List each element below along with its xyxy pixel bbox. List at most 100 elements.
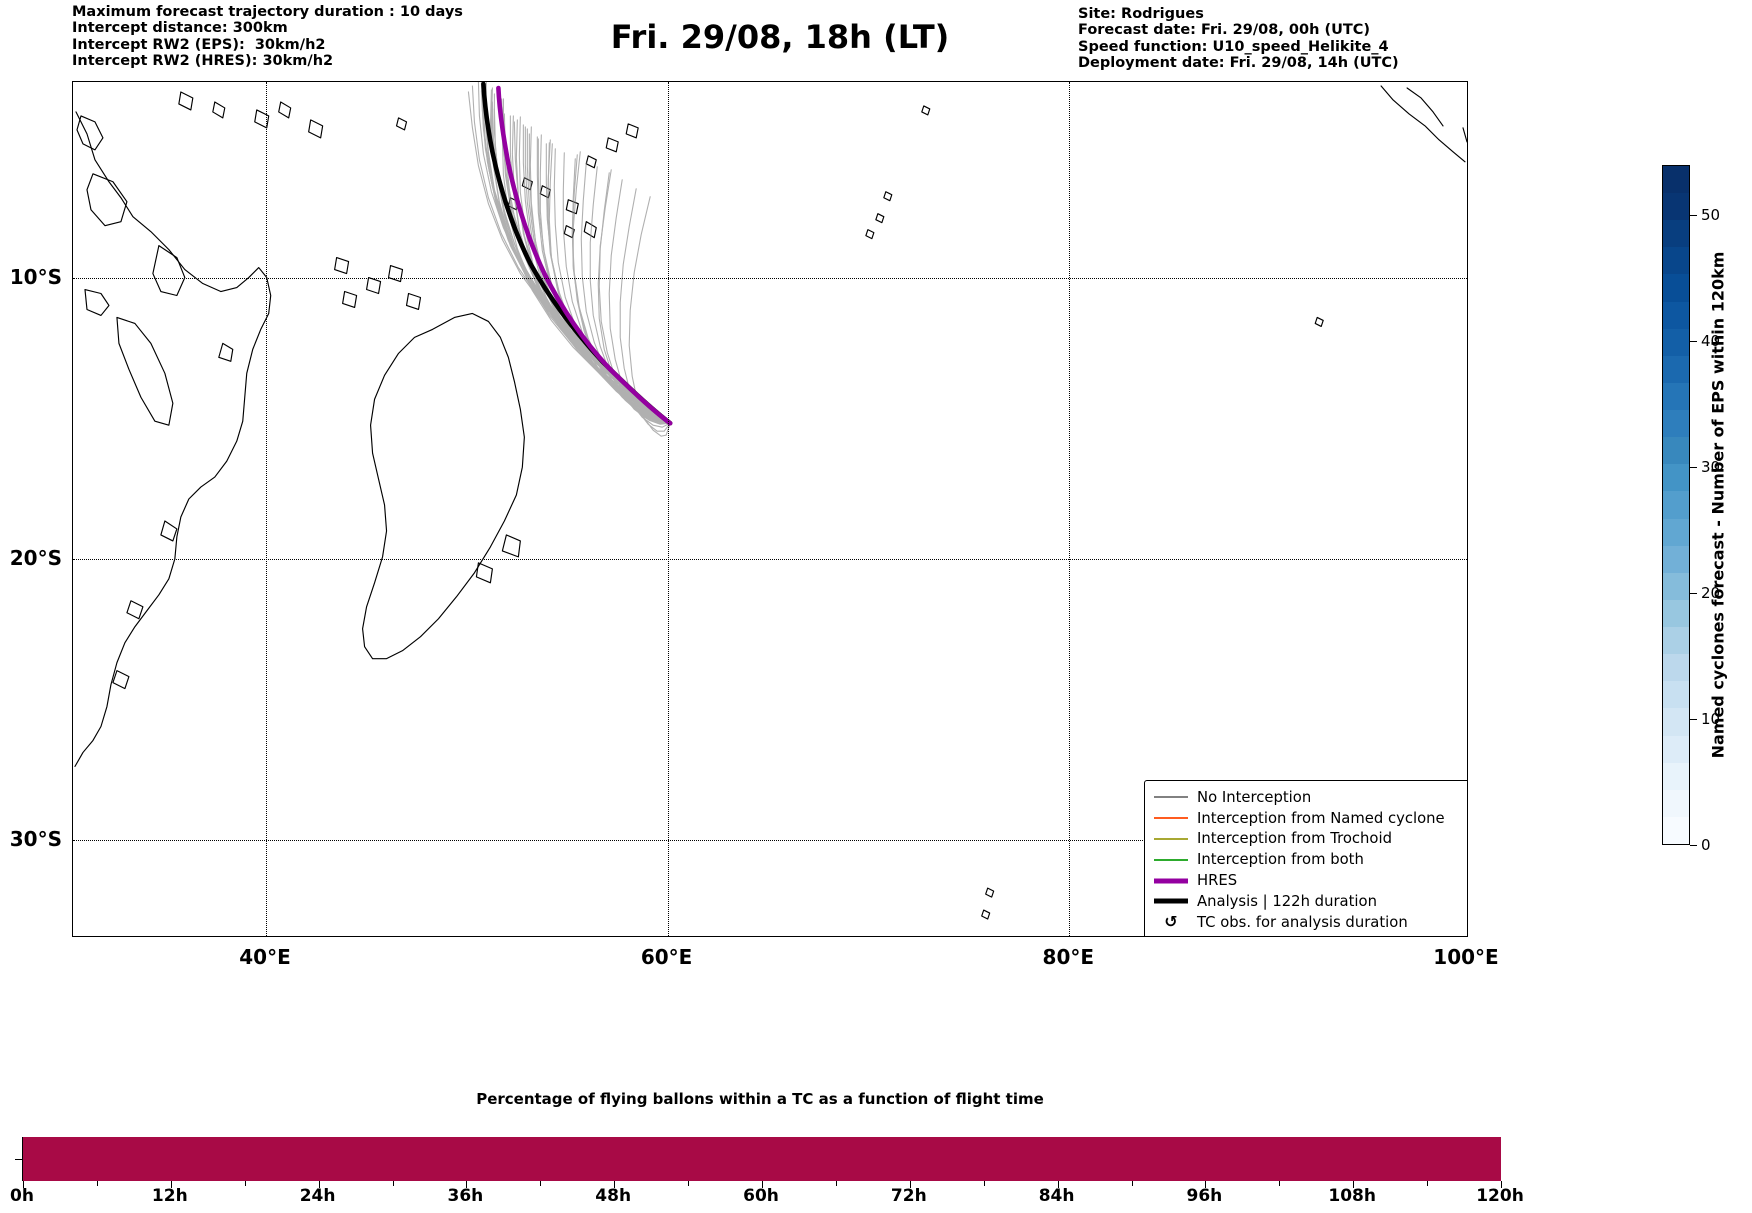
- map-plot-area: No Interception Interception from Named …: [72, 81, 1468, 937]
- colorbar-segment: [1663, 518, 1689, 546]
- colorbar-segment: [1663, 410, 1689, 438]
- colorbar-tick-label: 40: [1701, 332, 1721, 351]
- colorbar-segment: [1663, 654, 1689, 682]
- bottom-axis-tick-label: 60h: [743, 1186, 779, 1206]
- lon-tick-40E: 40°E: [239, 945, 291, 969]
- bottom-axis-tick-label: 0h: [10, 1186, 34, 1206]
- gridline-lon-40: [266, 82, 267, 936]
- cyclone-glyph: ↺: [1164, 912, 1178, 932]
- colorbar-segment: [1663, 165, 1689, 193]
- bottom-panel-axes: [22, 1137, 1502, 1188]
- legend-label: HRES: [1197, 872, 1238, 890]
- colorbar-title: Named cyclones forecast - Number of EPS …: [1708, 251, 1728, 759]
- bottom-axis-tick: [170, 1181, 172, 1188]
- bottom-axis-tick: [909, 1181, 911, 1188]
- legend-label: Interception from both: [1197, 851, 1364, 869]
- lon-tick-100E: 100°E: [1433, 945, 1499, 969]
- bottom-axis-minor-tick: [1131, 1181, 1133, 1186]
- lat-tick-20S: 20°S: [9, 546, 62, 571]
- colorbar-segment: [1663, 572, 1689, 600]
- colorbar: 0 10 20 30 40 50: [1662, 165, 1720, 854]
- legend-item-both: Interception from both: [1153, 849, 1465, 870]
- bottom-panel-title: Percentage of flying ballons within a TC…: [476, 1090, 1044, 1108]
- legend-label: Interception from Trochoid: [1197, 830, 1392, 848]
- bottom-axis-tick-label: 36h: [447, 1186, 484, 1206]
- bottom-axis-tick: [1501, 1181, 1502, 1188]
- legend-item-no-interception: No Interception: [1153, 787, 1465, 808]
- bottom-axis-tick-label: 108h: [1328, 1186, 1376, 1206]
- bottom-axis-minor-tick: [983, 1181, 985, 1186]
- legend-label: No Interception: [1197, 788, 1312, 806]
- colorbar-segment: [1663, 382, 1689, 410]
- legend-label: Interception from Named cyclone: [1197, 809, 1445, 827]
- cyclone-icon: ↺: [1153, 914, 1189, 930]
- bottom-axis-tick: [466, 1181, 468, 1188]
- bottom-axis-tick: [1353, 1181, 1355, 1188]
- colorbar-tick-label: 10: [1701, 710, 1721, 729]
- lon-tick-80E: 80°E: [1042, 945, 1095, 969]
- colorbar-segment: [1663, 599, 1689, 627]
- bottom-axis-tick-label: 12h: [151, 1186, 188, 1206]
- bottom-axis-tick: [1205, 1181, 1207, 1188]
- bottom-axis-tick: [318, 1181, 320, 1188]
- colorbar-segment: [1663, 735, 1689, 763]
- legend-item-tc-obs: ↺ TC obs. for analysis duration: [1153, 912, 1465, 933]
- colorbar-tick-label: 20: [1701, 584, 1721, 603]
- lat-tick-30S: 30°S: [9, 826, 62, 851]
- bottom-axis-tick: [23, 1181, 24, 1188]
- percentage-bar: [23, 1137, 1501, 1181]
- bottom-axis-tick-label: 96h: [1186, 1186, 1223, 1206]
- colorbar-segment: [1663, 789, 1689, 817]
- colorbar-segment: [1663, 816, 1689, 844]
- bottom-axis-tick-label: 48h: [595, 1186, 632, 1206]
- colorbar-segment: [1663, 274, 1689, 302]
- colorbar-tick-label: 50: [1701, 206, 1721, 225]
- legend-line-swatch: [1153, 856, 1189, 864]
- colorbar-tick: [1690, 845, 1697, 846]
- bottom-axis-minor-tick: [540, 1181, 542, 1186]
- header-left-info: Maximum forecast trajectory duration : 1…: [72, 4, 463, 70]
- colorbar-segment: [1663, 437, 1689, 465]
- colorbar-tick: [1690, 467, 1697, 469]
- lon-tick-60E: 60°E: [640, 945, 693, 969]
- colorbar-segment: [1663, 301, 1689, 329]
- legend-item-named-cyclone: Interception from Named cyclone: [1153, 808, 1465, 829]
- bottom-axis-minor-tick: [392, 1181, 394, 1186]
- bottom-axis-tick-label: 120h: [1476, 1186, 1524, 1206]
- bottom-axis-minor-tick: [835, 1181, 837, 1186]
- colorbar-tick: [1690, 719, 1697, 721]
- legend-item-hres: HRES: [1153, 870, 1465, 891]
- bottom-axis-tick-label: 84h: [1038, 1186, 1075, 1206]
- gridline-lon-60: [667, 82, 669, 936]
- trajectory-layer: [467, 82, 673, 437]
- gridline-lat-20S: [73, 559, 1467, 561]
- legend-line-swatch: [1153, 835, 1189, 843]
- bottom-axis-tick-label: 24h: [299, 1186, 336, 1206]
- legend-item-analysis: Analysis | 122h duration: [1153, 891, 1465, 912]
- gridline-lat-10S: [73, 278, 1467, 280]
- colorbar-segment: [1663, 627, 1689, 655]
- gridline-lon-80: [1069, 82, 1071, 936]
- legend-line-swatch: [1153, 793, 1189, 801]
- legend-line-swatch: [1153, 814, 1189, 822]
- legend-line-swatch: [1153, 877, 1189, 885]
- colorbar-segment: [1663, 464, 1689, 492]
- colorbar-segment: [1663, 247, 1689, 275]
- bottom-y-tick: [15, 1159, 22, 1160]
- legend-label: TC obs. for analysis duration: [1197, 913, 1408, 931]
- legend-line-swatch: [1153, 897, 1189, 905]
- bottom-axis-tick: [762, 1181, 763, 1188]
- colorbar-segment: [1663, 328, 1689, 356]
- bottom-axis-tick-label: 72h: [890, 1186, 927, 1206]
- colorbar-segment: [1663, 762, 1689, 790]
- legend-item-trochoid: Interception from Trochoid: [1153, 829, 1465, 850]
- colorbar-segment: [1663, 545, 1689, 573]
- colorbar-tick: [1690, 593, 1697, 595]
- colorbar-segment: [1663, 708, 1689, 736]
- bottom-axis-minor-tick: [244, 1181, 246, 1186]
- page-title: Fri. 29/08, 18h (LT): [610, 18, 950, 56]
- header-right-info: Site: Rodrigues Forecast date: Fri. 29/0…: [1078, 6, 1399, 72]
- map-legend: No Interception Interception from Named …: [1144, 780, 1467, 936]
- colorbar-gradient: [1662, 165, 1690, 845]
- legend-label: Analysis | 122h duration: [1197, 892, 1377, 910]
